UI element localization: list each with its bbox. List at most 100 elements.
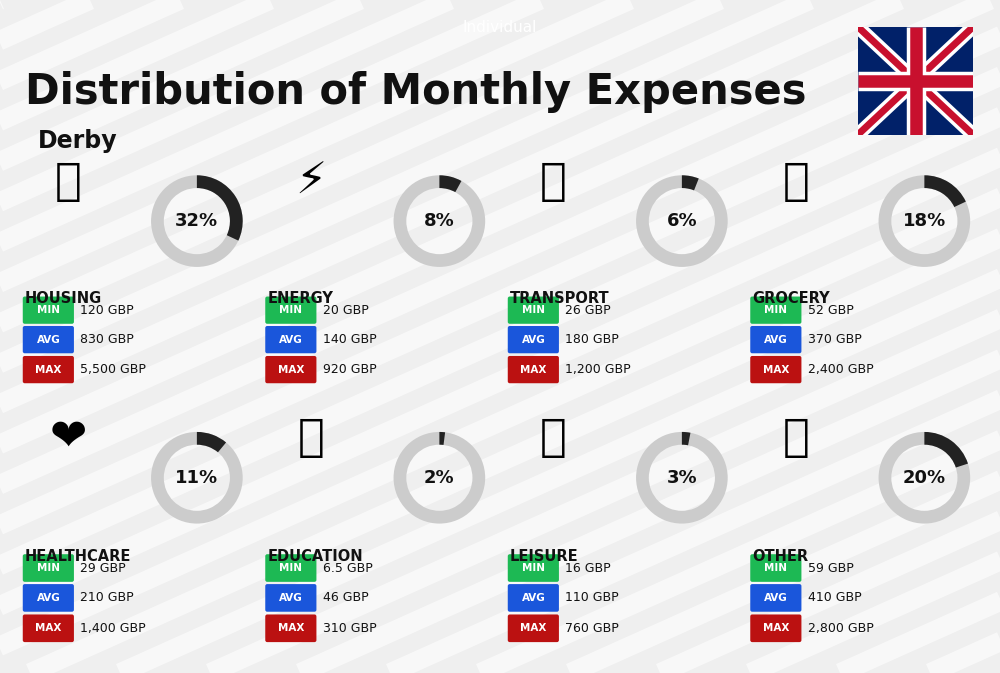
- FancyBboxPatch shape: [508, 326, 559, 353]
- FancyBboxPatch shape: [750, 326, 801, 353]
- Wedge shape: [682, 175, 699, 190]
- FancyBboxPatch shape: [750, 584, 801, 612]
- Text: MAX: MAX: [35, 365, 62, 375]
- Text: 🛒: 🛒: [782, 160, 809, 203]
- Text: 210 GBP: 210 GBP: [80, 592, 134, 604]
- Text: MIN: MIN: [522, 305, 545, 315]
- Text: ❤️: ❤️: [50, 415, 87, 458]
- FancyBboxPatch shape: [265, 326, 316, 353]
- FancyBboxPatch shape: [508, 297, 559, 324]
- Text: Individual: Individual: [463, 20, 537, 35]
- Wedge shape: [924, 175, 966, 207]
- Text: 370 GBP: 370 GBP: [808, 333, 862, 346]
- Text: 5,500 GBP: 5,500 GBP: [80, 363, 146, 376]
- Wedge shape: [197, 175, 243, 241]
- Text: ENERGY: ENERGY: [267, 291, 333, 306]
- FancyBboxPatch shape: [23, 554, 74, 582]
- Text: HOUSING: HOUSING: [25, 291, 102, 306]
- FancyBboxPatch shape: [23, 356, 74, 383]
- Text: 2,400 GBP: 2,400 GBP: [808, 363, 874, 376]
- Text: 26 GBP: 26 GBP: [565, 304, 611, 317]
- Text: 1,200 GBP: 1,200 GBP: [565, 363, 631, 376]
- Text: 6%: 6%: [667, 212, 697, 230]
- Wedge shape: [924, 432, 968, 468]
- Text: LEISURE: LEISURE: [510, 548, 578, 564]
- Wedge shape: [636, 432, 728, 524]
- Text: 6.5 GBP: 6.5 GBP: [323, 561, 373, 575]
- Text: OTHER: OTHER: [752, 548, 808, 564]
- Wedge shape: [394, 432, 485, 524]
- Text: ⚡: ⚡: [295, 160, 326, 203]
- Text: MIN: MIN: [279, 305, 302, 315]
- FancyBboxPatch shape: [265, 614, 316, 642]
- Text: 920 GBP: 920 GBP: [323, 363, 377, 376]
- Text: 52 GBP: 52 GBP: [808, 304, 854, 317]
- Text: HEALTHCARE: HEALTHCARE: [25, 548, 131, 564]
- Text: 8%: 8%: [424, 212, 455, 230]
- Wedge shape: [879, 175, 970, 267]
- Wedge shape: [682, 432, 690, 446]
- Text: 29 GBP: 29 GBP: [80, 561, 126, 575]
- Text: MAX: MAX: [278, 623, 304, 633]
- Text: MAX: MAX: [520, 623, 547, 633]
- Text: MIN: MIN: [279, 563, 302, 573]
- Text: EDUCATION: EDUCATION: [267, 548, 363, 564]
- Text: 20%: 20%: [903, 469, 946, 487]
- Wedge shape: [439, 432, 445, 445]
- Text: AVG: AVG: [36, 593, 60, 603]
- Text: 🏢: 🏢: [55, 160, 82, 203]
- FancyBboxPatch shape: [508, 554, 559, 582]
- Text: 310 GBP: 310 GBP: [323, 622, 377, 635]
- Text: 16 GBP: 16 GBP: [565, 561, 611, 575]
- Text: MIN: MIN: [764, 563, 787, 573]
- Text: MIN: MIN: [764, 305, 787, 315]
- Text: 110 GBP: 110 GBP: [565, 592, 619, 604]
- Text: 140 GBP: 140 GBP: [323, 333, 377, 346]
- Text: AVG: AVG: [36, 334, 60, 345]
- Text: Derby: Derby: [38, 129, 118, 153]
- Text: 760 GBP: 760 GBP: [565, 622, 619, 635]
- FancyBboxPatch shape: [265, 554, 316, 582]
- Text: MAX: MAX: [35, 623, 62, 633]
- FancyBboxPatch shape: [508, 614, 559, 642]
- Text: 2,800 GBP: 2,800 GBP: [808, 622, 874, 635]
- FancyBboxPatch shape: [23, 297, 74, 324]
- Wedge shape: [151, 432, 243, 524]
- Text: MIN: MIN: [37, 563, 60, 573]
- Text: 💰: 💰: [782, 415, 809, 458]
- Wedge shape: [879, 432, 970, 524]
- FancyBboxPatch shape: [23, 614, 74, 642]
- Text: AVG: AVG: [521, 334, 545, 345]
- FancyBboxPatch shape: [750, 554, 801, 582]
- Text: AVG: AVG: [764, 334, 788, 345]
- Text: 🛍️: 🛍️: [540, 415, 567, 458]
- Text: 830 GBP: 830 GBP: [80, 333, 134, 346]
- Text: 59 GBP: 59 GBP: [808, 561, 854, 575]
- Text: 120 GBP: 120 GBP: [80, 304, 134, 317]
- Text: Distribution of Monthly Expenses: Distribution of Monthly Expenses: [25, 71, 806, 112]
- Text: 🚌: 🚌: [540, 160, 567, 203]
- FancyBboxPatch shape: [508, 584, 559, 612]
- Text: 11%: 11%: [175, 469, 218, 487]
- Wedge shape: [439, 175, 461, 192]
- Text: MAX: MAX: [278, 365, 304, 375]
- Text: 18%: 18%: [903, 212, 946, 230]
- Text: 20 GBP: 20 GBP: [323, 304, 369, 317]
- Wedge shape: [151, 175, 243, 267]
- Wedge shape: [636, 175, 728, 267]
- Text: AVG: AVG: [521, 593, 545, 603]
- FancyBboxPatch shape: [265, 584, 316, 612]
- Text: GROCERY: GROCERY: [752, 291, 830, 306]
- Text: 180 GBP: 180 GBP: [565, 333, 619, 346]
- FancyBboxPatch shape: [23, 326, 74, 353]
- Text: 32%: 32%: [175, 212, 218, 230]
- Text: 410 GBP: 410 GBP: [808, 592, 862, 604]
- Wedge shape: [394, 175, 485, 267]
- Text: 46 GBP: 46 GBP: [323, 592, 369, 604]
- Text: TRANSPORT: TRANSPORT: [510, 291, 609, 306]
- Text: MIN: MIN: [522, 563, 545, 573]
- Text: AVG: AVG: [764, 593, 788, 603]
- Text: MIN: MIN: [37, 305, 60, 315]
- FancyBboxPatch shape: [750, 356, 801, 383]
- Text: 🎓: 🎓: [297, 415, 324, 458]
